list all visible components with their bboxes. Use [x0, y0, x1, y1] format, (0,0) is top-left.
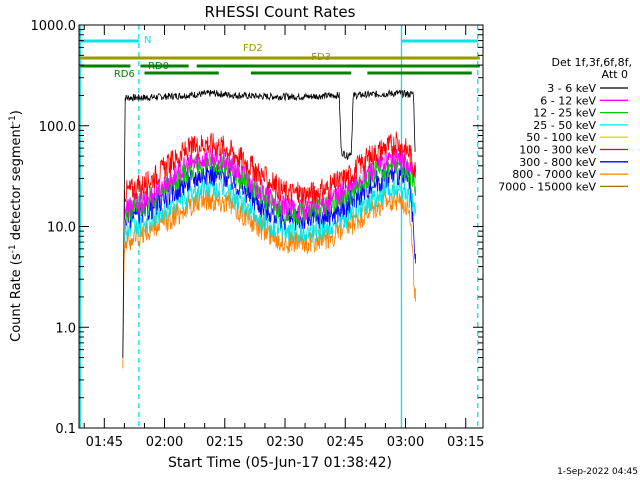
series-line-2: [124, 152, 416, 225]
y-tick-label: 0.1: [55, 422, 76, 437]
y-axis-label-part: -1: [8, 115, 18, 124]
attenuator-label-fd2: FD2: [243, 43, 263, 54]
series-line-7: [122, 188, 416, 369]
y-tick-label: 100.0: [39, 120, 76, 135]
series-line-0: [122, 89, 416, 358]
chart-title: RHESSI Count Rates: [205, 3, 356, 21]
series-layer: [122, 89, 416, 369]
x-tick-label: 02:30: [266, 435, 303, 450]
legend-header-attenuator: Att 0: [602, 68, 628, 81]
legend-label: 100 - 300 keV: [519, 144, 596, 157]
x-axis-label: Start Time (05-Jun-17 01:38:42): [168, 455, 392, 471]
x-tick-label: 03:15: [447, 435, 484, 450]
legend-header-detectors: Det 1f,3f,6f,8f,: [551, 56, 632, 69]
legend-label: 800 - 7000 keV: [512, 168, 596, 181]
legend-label: 50 - 100 keV: [526, 131, 596, 144]
legend-label: 6 - 12 keV: [540, 94, 596, 107]
x-tick-label: 02:15: [206, 435, 243, 450]
night-marker-label: N: [144, 35, 151, 46]
y-axis-label-part: Count Rate (s: [9, 253, 24, 342]
attenuator-label-rd6: RD6: [114, 69, 135, 80]
y-tick-label: 10.0: [47, 221, 76, 236]
y-axis-label-part: -1: [8, 244, 18, 253]
x-tick-label: 01:45: [86, 435, 123, 450]
y-axis-label-part: ): [9, 110, 24, 115]
legend-label: 12 - 25 keV: [533, 107, 596, 120]
y-tick-label: 1.0: [55, 321, 76, 336]
attenuator-label-fd3: FD3: [311, 52, 331, 63]
legend-label: 7000 - 15000 keV: [498, 180, 596, 193]
y-axis-label: Count Rate (s-1 detector segment-1): [8, 110, 24, 342]
plot-date-stamp: 1-Sep-2022 04:45: [557, 467, 638, 477]
y-tick-label: 1000.0: [31, 19, 77, 34]
x-tick-label: 03:00: [387, 435, 424, 450]
x-tick-label: 02:45: [327, 435, 364, 450]
y-axis-label-part: detector segment: [9, 124, 24, 244]
axis-layer: 01:45 02:00 02:15 02:30 02:45 03:00 03:15 1000.…: [31, 19, 485, 450]
x-tick-label: 02:00: [146, 435, 183, 450]
attenuator-label-rd0: RD0: [148, 61, 169, 72]
series-line-5: [124, 131, 416, 206]
series-line-1: [124, 146, 416, 221]
legend-label: 3 - 6 keV: [547, 82, 596, 95]
legend-label: 25 - 50 keV: [533, 119, 596, 132]
legend-label: 300 - 800 keV: [519, 156, 596, 169]
